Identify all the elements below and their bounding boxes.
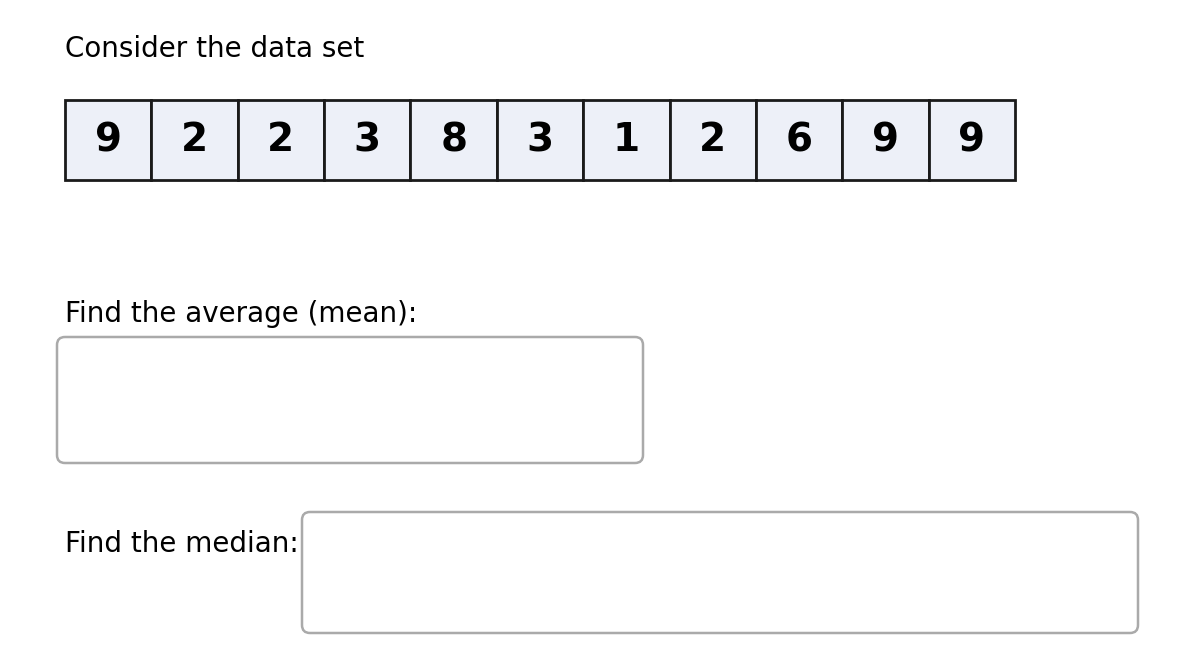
Text: 3: 3: [354, 121, 380, 159]
FancyBboxPatch shape: [410, 100, 497, 180]
Text: 6: 6: [786, 121, 812, 159]
FancyBboxPatch shape: [324, 100, 410, 180]
FancyBboxPatch shape: [497, 100, 583, 180]
Text: 2: 2: [268, 121, 294, 159]
Text: 9: 9: [959, 121, 985, 159]
FancyBboxPatch shape: [670, 100, 756, 180]
Text: 3: 3: [527, 121, 553, 159]
Text: 1: 1: [613, 121, 640, 159]
Text: Consider the data set: Consider the data set: [65, 35, 365, 63]
Text: 2: 2: [181, 121, 208, 159]
FancyBboxPatch shape: [238, 100, 324, 180]
FancyBboxPatch shape: [929, 100, 1015, 180]
Text: Find the median:: Find the median:: [65, 530, 299, 558]
FancyBboxPatch shape: [842, 100, 929, 180]
Text: 9: 9: [872, 121, 899, 159]
FancyBboxPatch shape: [58, 337, 643, 463]
FancyBboxPatch shape: [583, 100, 670, 180]
Text: 9: 9: [95, 121, 121, 159]
Text: 2: 2: [700, 121, 726, 159]
FancyBboxPatch shape: [151, 100, 238, 180]
Text: Find the average (mean):: Find the average (mean):: [65, 300, 418, 328]
Text: 8: 8: [440, 121, 467, 159]
FancyBboxPatch shape: [65, 100, 151, 180]
FancyBboxPatch shape: [756, 100, 842, 180]
FancyBboxPatch shape: [302, 512, 1138, 633]
